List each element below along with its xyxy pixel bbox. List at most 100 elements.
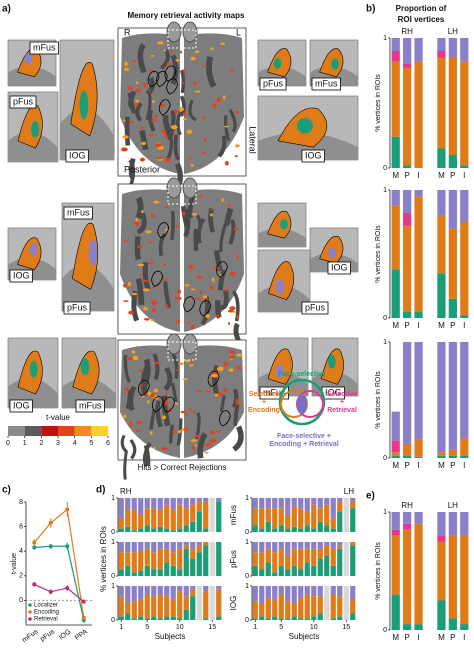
bar-segment: [298, 548, 304, 570]
y-axis-label: % vertices in ROIs: [375, 371, 382, 429]
x-tick-label: P: [450, 171, 455, 180]
activation: [120, 147, 128, 152]
roi-label: pFus: [67, 302, 88, 312]
bar-segment: [414, 512, 423, 524]
activation: [209, 438, 217, 443]
activation: [223, 289, 229, 292]
x-tick-label: P: [450, 633, 455, 642]
y-tick-label: 0: [383, 627, 387, 634]
sulcus: [152, 353, 160, 381]
bar-segment: [291, 542, 297, 549]
activation: [177, 429, 182, 434]
x-tick-label: P: [450, 461, 455, 470]
bar-segment: [298, 528, 304, 532]
missing-bar: [324, 586, 330, 620]
y-tick-label: 0: [383, 455, 387, 462]
bar-segment: [157, 569, 163, 576]
y-axis-label: % vertices in ROIs: [99, 526, 108, 592]
sulcus: [163, 281, 172, 309]
missing-bar: [343, 542, 349, 576]
activation: [209, 285, 214, 291]
activation: [141, 141, 147, 146]
sulcus: [143, 444, 151, 466]
bar-segment: [291, 565, 297, 576]
bar-segment: [190, 586, 196, 590]
activation: [190, 56, 196, 61]
activation: [155, 143, 162, 148]
activation: [165, 393, 168, 396]
activation: [214, 393, 219, 397]
roi-blob: [296, 118, 313, 134]
sulcus: [170, 210, 175, 241]
activation: [204, 451, 209, 454]
bar-segment: [190, 542, 196, 549]
bar-segment: [203, 545, 209, 576]
y-tick-label: 1: [111, 539, 115, 546]
legend-marker: [28, 603, 32, 607]
activation: [124, 67, 130, 72]
activation: [201, 65, 208, 68]
activation: [151, 300, 158, 305]
occipital-pole: [182, 177, 198, 199]
point: [81, 615, 86, 620]
bar-segment: [164, 504, 170, 529]
missing-bar: [343, 586, 349, 620]
bar-segment: [460, 190, 469, 222]
bar-segment: [285, 601, 291, 619]
activation: [147, 400, 150, 404]
bar-segment: [304, 548, 310, 563]
colorbar-tick-label: 6: [106, 440, 110, 447]
x-tick-label: 5: [145, 624, 149, 631]
bar-segment: [216, 501, 222, 532]
sulcus: [128, 385, 137, 411]
activation: [125, 387, 130, 392]
venn-face: [278, 378, 326, 426]
activation: [227, 309, 234, 313]
point: [32, 545, 37, 550]
bar-segment: [157, 548, 163, 570]
activation: [131, 350, 136, 354]
activation: [147, 262, 155, 265]
x-tick-label: 1: [119, 624, 123, 631]
x-tick-label: 1: [253, 624, 257, 631]
point: [81, 599, 86, 604]
activation: [161, 129, 167, 134]
activation: [122, 240, 129, 242]
x-tick-label: P: [404, 633, 409, 642]
bar-segment: [437, 215, 446, 274]
sulcus: [183, 208, 191, 238]
activation: [179, 107, 184, 112]
roi-label-box: [29, 41, 59, 55]
legend-label: Encoding: [34, 610, 59, 616]
bar-segment: [448, 298, 457, 318]
sulcus: [129, 438, 137, 460]
roi-label-box: [301, 301, 329, 315]
activation: [135, 81, 139, 85]
bar-segment: [252, 565, 258, 576]
activation: [185, 412, 188, 416]
bar-segment: [304, 542, 310, 549]
activation: [125, 357, 133, 361]
bar-segment: [138, 498, 144, 515]
roi-blob: [29, 243, 38, 256]
bar-segment: [298, 618, 304, 620]
y-tick-label: 0: [245, 529, 249, 536]
activation: [175, 59, 180, 62]
bar-segment: [330, 618, 336, 620]
bar-segment: [337, 616, 343, 620]
bar-segment: [265, 498, 271, 509]
bar-segment: [414, 624, 423, 630]
activation: [148, 89, 151, 92]
x-tick-label: M: [392, 461, 399, 470]
colorbar-swatch: [74, 426, 92, 436]
bar-segment: [125, 565, 131, 576]
activation: [190, 164, 194, 167]
activation: [140, 126, 144, 130]
bar-segment: [118, 498, 124, 519]
hemisphere-label: RH: [120, 487, 132, 496]
hemisphere: [120, 345, 180, 458]
occipital-pole: [166, 177, 182, 199]
bar-segment: [298, 597, 304, 619]
x-tick-label: IOG: [58, 628, 73, 641]
bar-segment: [278, 525, 284, 532]
